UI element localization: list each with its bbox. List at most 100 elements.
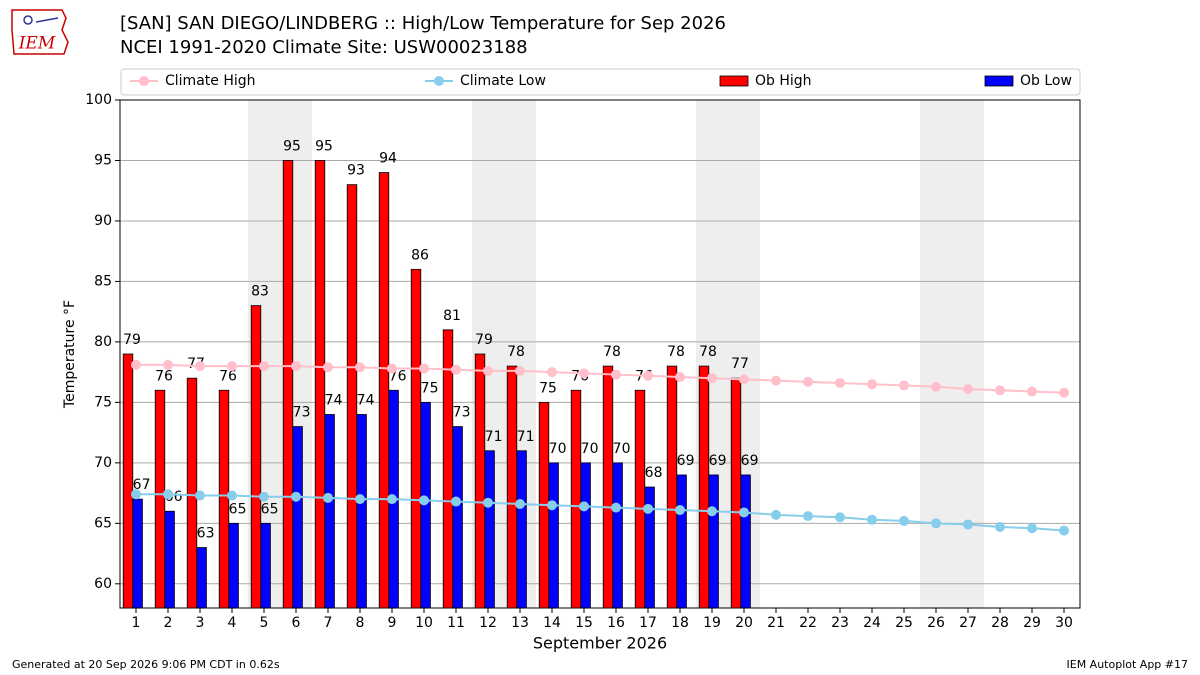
climate-point xyxy=(611,369,621,380)
x-tick-label: 23 xyxy=(831,615,849,631)
climate-point xyxy=(931,518,941,529)
bar xyxy=(612,462,623,609)
y-tick-label: 100 xyxy=(85,92,112,108)
climate-point xyxy=(451,364,461,375)
legend-label: Climate Low xyxy=(460,73,546,89)
climate-point xyxy=(867,379,877,390)
bar xyxy=(228,522,239,609)
x-axis-label: September 2026 xyxy=(533,634,667,653)
y-tick-label: 80 xyxy=(94,334,112,350)
x-tick-label: 14 xyxy=(543,615,561,631)
bar-label: 78 xyxy=(603,344,621,360)
bar-label: 73 xyxy=(293,405,311,421)
logo-text: IEM xyxy=(18,34,56,54)
climate-point xyxy=(291,491,301,502)
bar xyxy=(314,160,326,609)
bar xyxy=(602,365,614,609)
bar-label: 69 xyxy=(741,453,759,469)
climate-point xyxy=(547,367,557,378)
bar-label: 95 xyxy=(315,138,333,154)
bar-label: 78 xyxy=(667,344,685,360)
bar xyxy=(122,353,134,609)
climate-point xyxy=(611,502,621,513)
x-tick-label: 18 xyxy=(671,615,689,631)
weekend-shade xyxy=(952,100,984,608)
x-tick-label: 13 xyxy=(511,615,529,631)
x-tick-label: 16 xyxy=(607,615,625,631)
climate-point xyxy=(547,500,557,511)
bar-label: 71 xyxy=(485,429,503,445)
bar-label: 95 xyxy=(283,138,301,154)
footer-right: IEM Autoplot App #17 xyxy=(1067,658,1189,671)
climate-point xyxy=(675,371,685,382)
bar-label: 77 xyxy=(731,356,749,372)
bar-label: 75 xyxy=(539,380,557,396)
y-tick-label: 60 xyxy=(94,576,112,592)
bar-label: 93 xyxy=(347,163,365,179)
x-tick-label: 4 xyxy=(228,615,237,631)
bar xyxy=(474,353,486,609)
climate-point xyxy=(259,361,269,372)
bar xyxy=(324,414,335,609)
climate-point xyxy=(963,384,973,395)
bar xyxy=(698,365,710,609)
climate-point xyxy=(707,506,717,517)
climate-point xyxy=(419,363,429,374)
climate-point xyxy=(483,365,493,376)
chart-title: [SAN] SAN DIEGO/LINDBERG :: High/Low Tem… xyxy=(120,13,726,34)
bar-label: 65 xyxy=(261,501,279,517)
bar-label: 74 xyxy=(357,392,375,408)
y-tick-label: 95 xyxy=(94,152,112,168)
bar-label: 79 xyxy=(123,332,141,348)
bar-label: 73 xyxy=(453,405,471,421)
bar-label: 67 xyxy=(133,477,151,493)
bar xyxy=(570,389,582,609)
bar-label: 76 xyxy=(219,368,237,384)
bar xyxy=(420,401,431,609)
bar xyxy=(260,522,271,609)
bar xyxy=(356,414,367,609)
weekend-shade xyxy=(920,100,952,608)
bar-label: 71 xyxy=(517,429,535,445)
y-axis-label: Temperature °F xyxy=(62,300,78,409)
climate-point xyxy=(995,521,1005,532)
x-tick-label: 24 xyxy=(863,615,881,631)
bar-label: 68 xyxy=(645,465,663,481)
bar xyxy=(730,377,742,609)
bar xyxy=(250,305,262,609)
climate-point xyxy=(387,494,397,505)
legend-swatch xyxy=(719,75,749,87)
bar xyxy=(154,389,166,609)
legend-label: Climate High xyxy=(165,73,256,89)
climate-point xyxy=(739,374,749,385)
bar xyxy=(196,547,207,609)
bar xyxy=(634,389,646,609)
x-tick-label: 6 xyxy=(292,615,301,631)
x-tick-label: 11 xyxy=(447,615,465,631)
climate-point xyxy=(1027,523,1037,534)
bar-label: 69 xyxy=(677,453,695,469)
bar xyxy=(378,172,390,609)
climate-point xyxy=(227,490,237,501)
bar xyxy=(708,474,719,609)
climate-point xyxy=(771,509,781,520)
bar xyxy=(282,160,294,609)
climate-point xyxy=(131,359,141,370)
x-tick-label: 9 xyxy=(388,615,397,631)
y-tick-label: 85 xyxy=(94,273,112,289)
x-tick-label: 30 xyxy=(1055,615,1073,631)
bar-label: 63 xyxy=(197,526,215,542)
bar-label: 70 xyxy=(581,441,599,457)
bar xyxy=(740,474,751,609)
x-tick-label: 8 xyxy=(356,615,365,631)
y-tick-label: 70 xyxy=(94,455,112,471)
x-tick-label: 7 xyxy=(324,615,333,631)
climate-point xyxy=(131,489,141,500)
climate-point xyxy=(803,511,813,522)
bar xyxy=(516,450,527,609)
bar-label: 79 xyxy=(475,332,493,348)
x-tick-label: 29 xyxy=(1023,615,1041,631)
climate-point xyxy=(643,503,653,514)
climate-point xyxy=(195,490,205,501)
